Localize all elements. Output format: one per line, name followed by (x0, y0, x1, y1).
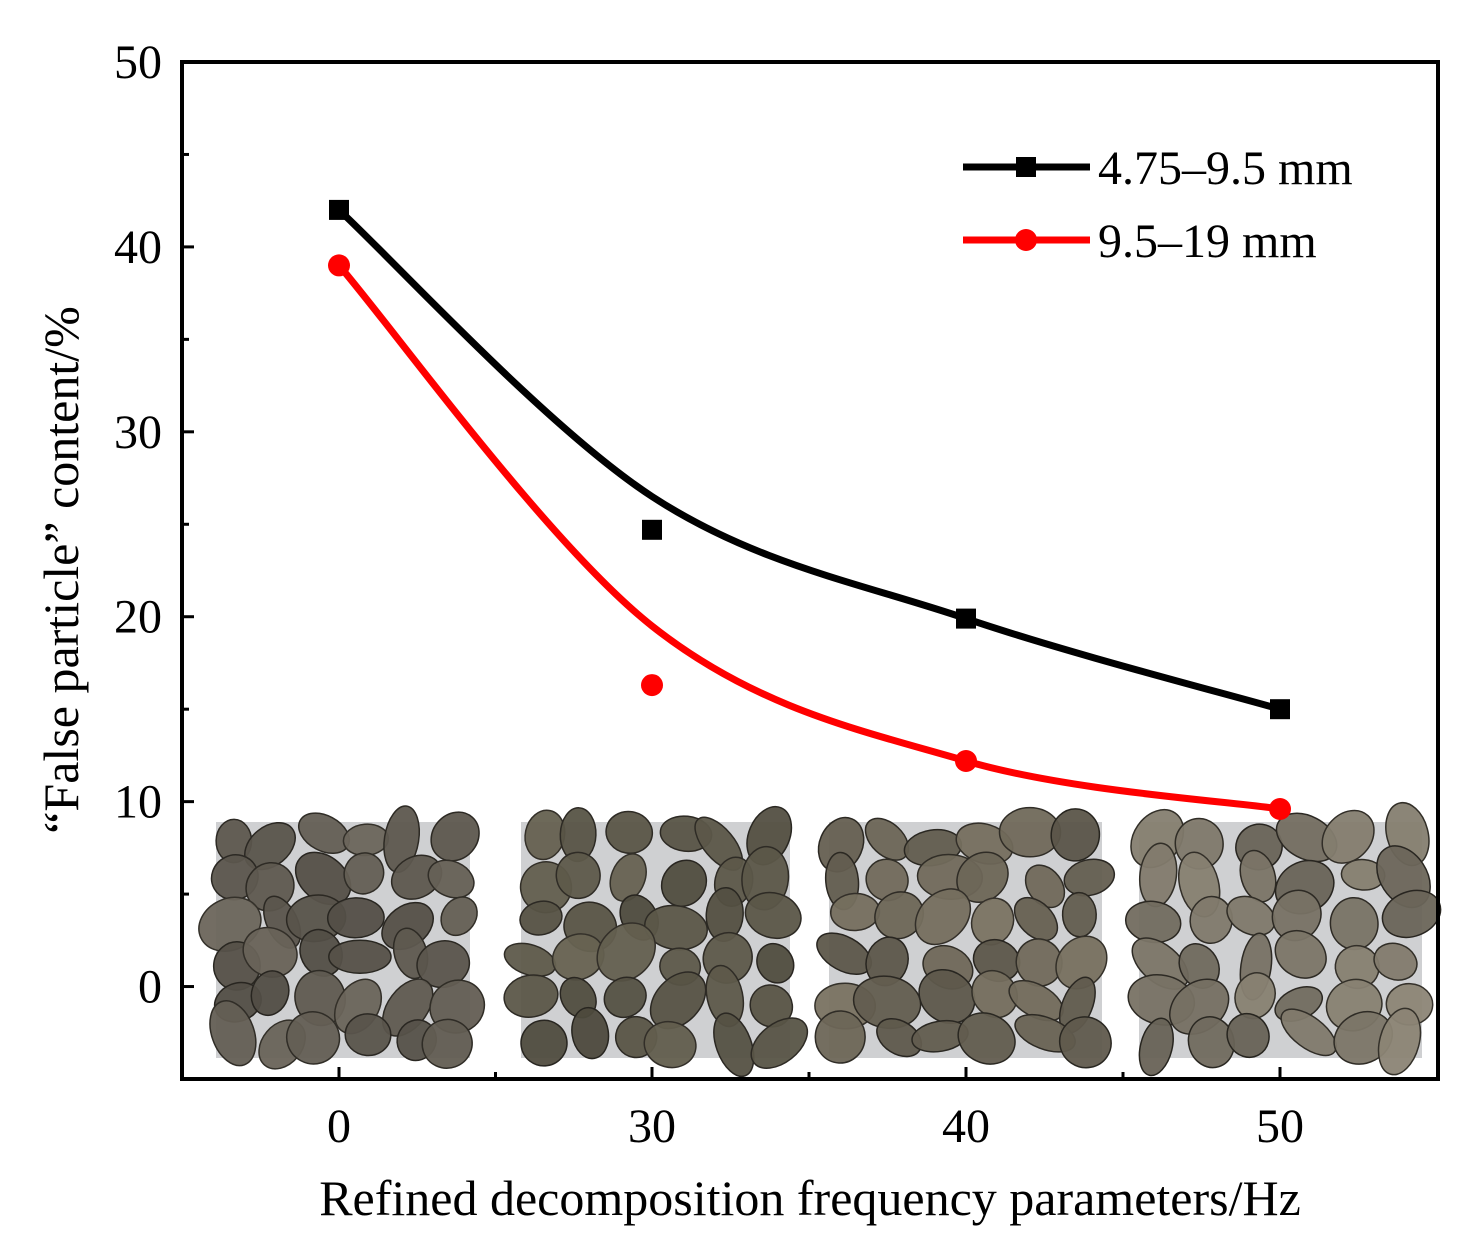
legend-item-1: 4.75–9.5 mm (963, 142, 1353, 195)
x-tick-label: 40 (942, 1100, 990, 1153)
gravel-stone (876, 1017, 923, 1058)
gravel-stone (750, 1017, 809, 1069)
y-tick-label: 10 (114, 776, 162, 829)
fit-curve-series-2 (335, 261, 1284, 813)
gravel-stone (294, 851, 352, 906)
inset-photo-30 (503, 805, 809, 1078)
legend-item-2: 9.5–19 mm (963, 215, 1317, 268)
gravel-stone (1226, 1012, 1270, 1059)
x-tick-label: 50 (1256, 1100, 1304, 1153)
gravel-photo-icon (814, 806, 1116, 1069)
gravel-stone (250, 970, 290, 1017)
data-point-square (329, 199, 349, 220)
x-tick-label: 0 (327, 1100, 351, 1153)
data-point-circle (641, 674, 663, 697)
gravel-stone (285, 1011, 341, 1065)
gravel-photo-icon (198, 805, 486, 1070)
y-tick-label: 0 (138, 961, 162, 1014)
fit-curve-series-1 (335, 206, 1284, 713)
gravel-stone (571, 1006, 610, 1060)
data-point-square (1270, 699, 1290, 720)
gravel-stone (1373, 942, 1418, 981)
gravel-stone (503, 974, 559, 1018)
gravel-stone (1058, 1016, 1112, 1069)
gravel-stone (713, 1012, 755, 1078)
gravel-stone (1280, 1008, 1337, 1057)
gravel-stone (1274, 929, 1327, 979)
gravel-stone (1013, 896, 1059, 942)
gravel-stone (440, 896, 478, 937)
gravel-stone (918, 968, 976, 1025)
gravel-stone (971, 969, 1018, 1019)
gravel-stone (328, 939, 392, 974)
gravel-stone (756, 942, 795, 984)
x-axis-label: Refined decomposition frequency paramete… (319, 1170, 1301, 1226)
gravel-stone (555, 851, 601, 900)
gravel-stone (520, 1019, 568, 1067)
gravel-stone (744, 891, 802, 940)
y-axis-label: “False particle” content/% (33, 306, 89, 834)
x-axis: 0 30 40 50 (327, 1067, 1304, 1153)
y-tick-label: 30 (114, 406, 162, 459)
inset-photo-50 (1124, 801, 1442, 1077)
gravel-stone (1050, 808, 1101, 862)
x-tick-label: 30 (628, 1100, 676, 1153)
gravel-stone (1061, 891, 1097, 938)
gravel-stone (242, 926, 298, 978)
gravel-stone (1321, 809, 1375, 864)
gravel-stone (344, 1013, 392, 1057)
y-tick-label: 50 (114, 36, 162, 89)
legend: 4.75–9.5 mm 9.5–19 mm (963, 142, 1353, 268)
gravel-stone (1063, 858, 1116, 897)
gravel-stone (1377, 1007, 1422, 1076)
legend-label: 9.5–19 mm (1098, 215, 1317, 268)
data-point-circle (955, 750, 977, 772)
gravel-stone (326, 897, 385, 939)
gravel-stone (427, 859, 475, 899)
gravel-stone (874, 891, 925, 940)
y-axis: 0 10 20 30 40 50 (114, 36, 194, 1081)
fit-curves (335, 206, 1284, 813)
legend-label: 4.75–9.5 mm (1098, 142, 1353, 195)
inset-photo-0 (198, 805, 486, 1070)
gravel-stone (430, 811, 480, 862)
legend-marker-square (1016, 157, 1036, 177)
gravel-photo-icon (1124, 801, 1442, 1077)
gravel-stone (1239, 849, 1277, 903)
gravel-stone (609, 853, 647, 903)
gravel-stone (814, 1010, 866, 1064)
data-point-circle (328, 254, 350, 277)
inset-photo-40 (814, 806, 1116, 1069)
gravel-stone (957, 1012, 1016, 1065)
gravel-stone (343, 852, 385, 895)
gravel-stone (209, 1000, 257, 1067)
gravel-stone (421, 1018, 473, 1069)
gravel-stone (660, 859, 708, 908)
data-points (328, 199, 1291, 820)
gravel-photo-icon (503, 805, 809, 1078)
gravel-stone (596, 922, 656, 982)
gravel-stone (643, 1020, 697, 1069)
data-point-square (642, 519, 662, 540)
gravel-stone (519, 900, 563, 936)
legend-marker-circle (1015, 229, 1037, 251)
y-tick-label: 20 (114, 591, 162, 644)
inset-photos (198, 801, 1442, 1078)
gravel-stone (605, 810, 654, 855)
data-point-circle (1269, 798, 1291, 820)
gravel-stone (1138, 1017, 1174, 1077)
gravel-stone (914, 888, 972, 946)
y-tick-label: 40 (114, 221, 162, 274)
data-point-square (956, 608, 976, 629)
gravel-stone (1024, 864, 1066, 909)
gravel-stone (1055, 935, 1108, 990)
gravel-stone (603, 976, 647, 1019)
